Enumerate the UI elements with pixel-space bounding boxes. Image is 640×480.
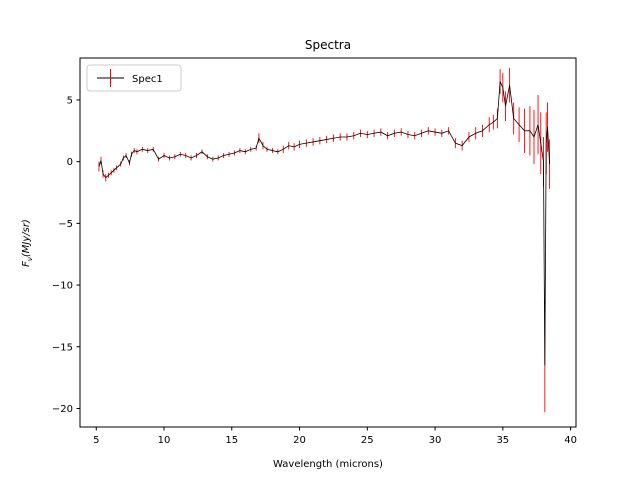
plot-frame	[79, 57, 577, 428]
y-axis: 5 0 −5 −10 −15 −20	[52, 95, 80, 415]
x-axis-label: Wavelength (microns)	[273, 459, 383, 470]
y-axis-label-main: F	[21, 261, 32, 267]
y-axis-label: Fν(MJy/sr)	[21, 219, 34, 267]
x-tick-label: 30	[429, 435, 442, 446]
legend: Spec1	[86, 64, 182, 92]
x-tick-label: 40	[564, 435, 577, 446]
x-tick-label: 5	[93, 435, 99, 446]
plot-area	[98, 67, 551, 413]
series-lines	[98, 81, 550, 366]
x-tick-label: 15	[225, 435, 238, 446]
x-tick-label: 20	[293, 435, 306, 446]
x-tick-label: 10	[158, 435, 171, 446]
x-tick-label: 35	[496, 435, 509, 446]
y-tick-label: −10	[52, 281, 73, 292]
y-tick-label: −20	[52, 404, 73, 415]
y-tick-label: 0	[67, 157, 73, 168]
y-axis-label-sub: ν	[26, 257, 34, 261]
y-axis-label-unit: (MJy/sr)	[21, 219, 32, 257]
chart-title: Spectra	[305, 38, 351, 52]
legend-label: Spec1	[132, 74, 163, 85]
series-line-spec1	[98, 81, 550, 366]
x-tick-label: 25	[361, 435, 374, 446]
y-tick-label: −5	[58, 219, 73, 230]
x-axis: 5 10 15 20 25 30 35 40	[93, 427, 577, 446]
y-tick-label: −15	[52, 342, 73, 353]
y-tick-label: 5	[67, 95, 73, 106]
